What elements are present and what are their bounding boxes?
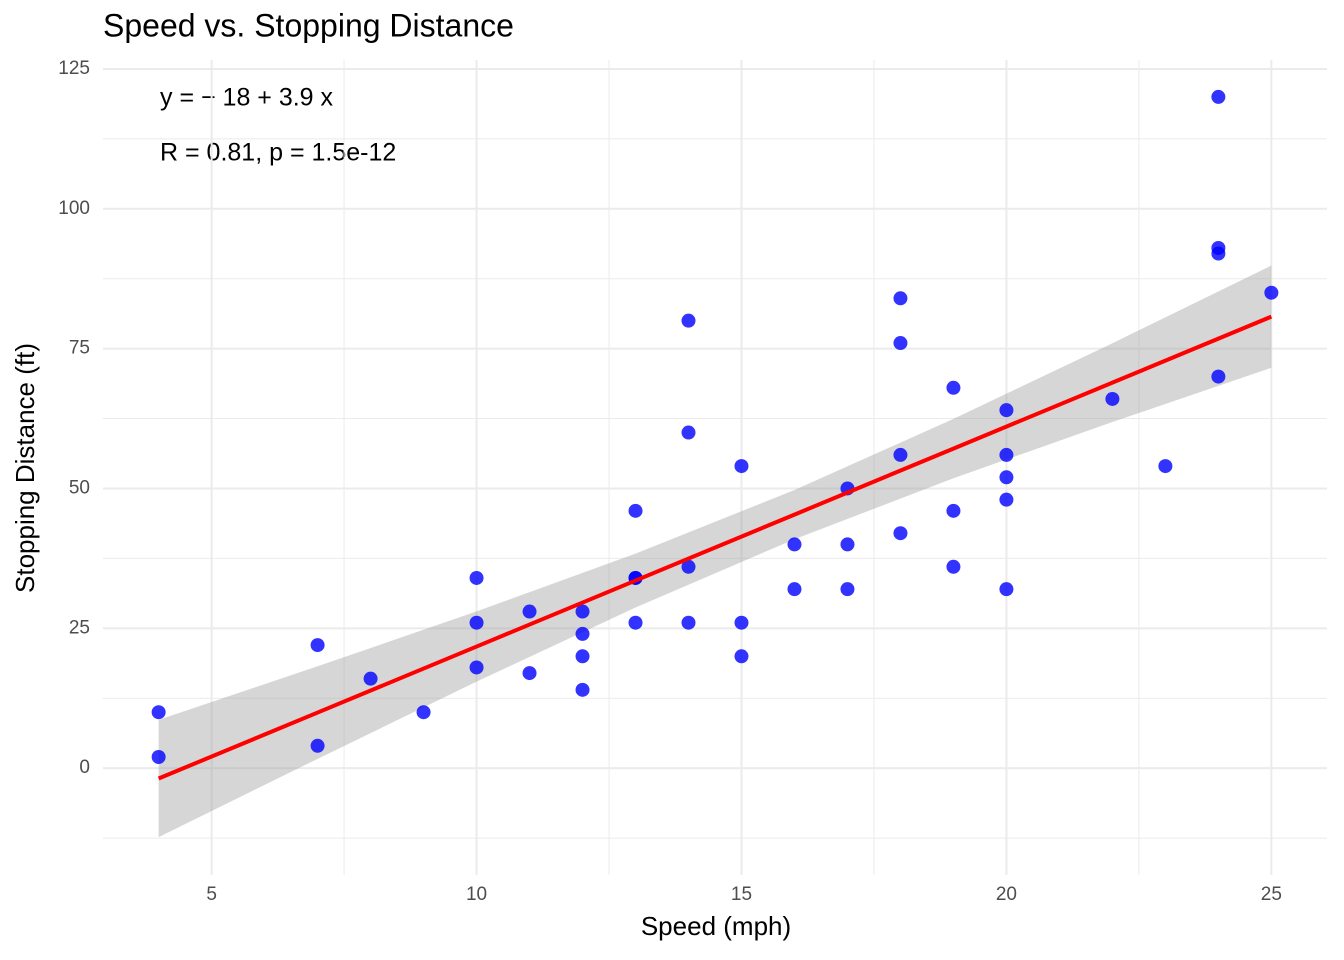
equation-annotation: y = − 18 + 3.9 x: [160, 84, 334, 112]
point: [840, 582, 855, 597]
point: [416, 705, 431, 720]
x-tick-label: 10: [466, 884, 487, 905]
point: [787, 582, 802, 597]
point: [310, 738, 325, 753]
point: [1158, 459, 1173, 474]
regression-line: [157, 314, 1273, 781]
x-axis-label: Speed (mph): [641, 911, 791, 941]
point: [628, 503, 643, 518]
point: [840, 537, 855, 552]
point: [946, 380, 961, 395]
confidence-band: [158, 265, 1272, 838]
y-tick-label: 50: [69, 477, 90, 498]
y-tick-label: 75: [69, 338, 90, 359]
point: [469, 660, 484, 675]
x-tick-label: 25: [1261, 884, 1282, 905]
point: [999, 470, 1014, 485]
point: [893, 336, 908, 351]
point: [946, 559, 961, 574]
point: [999, 447, 1014, 462]
point: [734, 649, 749, 664]
stats-annotation: R = 0.81, p = 1.5e-12: [160, 139, 396, 167]
point: [999, 582, 1014, 597]
y-tick-label: 100: [58, 198, 90, 219]
point: [999, 403, 1014, 418]
point: [628, 615, 643, 630]
point: [893, 291, 908, 306]
point: [522, 666, 537, 681]
point: [1211, 369, 1226, 384]
point: [363, 671, 378, 686]
point: [681, 559, 696, 574]
point: [681, 425, 696, 440]
y-axis-label: Stopping Distance (ft): [10, 343, 40, 593]
point: [575, 649, 590, 664]
y-tick-label: 25: [69, 617, 90, 638]
point: [893, 526, 908, 541]
point: [575, 682, 590, 697]
point: [734, 459, 749, 474]
y-tick-label: 125: [58, 58, 90, 79]
point: [681, 313, 696, 328]
point: [151, 705, 166, 720]
x-tick-label: 20: [996, 884, 1017, 905]
point: [1105, 391, 1120, 406]
point: [575, 626, 590, 641]
point: [310, 638, 325, 653]
x-tick-label: 5: [206, 884, 217, 905]
point: [469, 570, 484, 585]
point: [1264, 285, 1279, 300]
point: [946, 503, 961, 518]
point: [999, 492, 1014, 507]
point: [1211, 89, 1226, 104]
chart-title: Speed vs. Stopping Distance: [103, 7, 514, 43]
point: [151, 749, 166, 764]
point: [1211, 240, 1226, 255]
point: [681, 615, 696, 630]
point: [469, 615, 484, 630]
point: [893, 447, 908, 462]
point: [734, 615, 749, 630]
point: [522, 604, 537, 619]
y-tick-label: 0: [79, 757, 90, 778]
point: [787, 537, 802, 552]
x-tick-label: 15: [731, 884, 752, 905]
point: [575, 604, 590, 619]
